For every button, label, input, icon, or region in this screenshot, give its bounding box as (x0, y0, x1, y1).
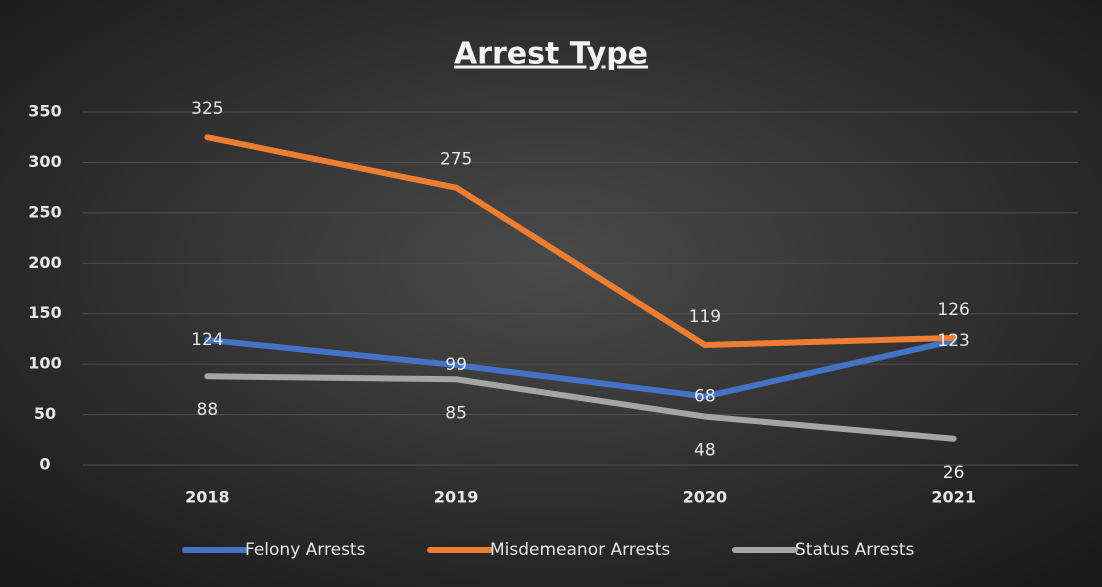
chart-title: Arrest Type (454, 37, 648, 72)
y-tick-label: 250 (28, 202, 61, 221)
y-tick-label: 50 (34, 404, 56, 423)
y-tick-label: 300 (28, 152, 61, 171)
data-label: 123 (937, 331, 969, 351)
legend-label: Felony Arrests (245, 540, 366, 560)
y-tick-label: 200 (28, 253, 61, 272)
y-tick-label: 150 (28, 303, 61, 322)
y-tick-label: 100 (28, 354, 61, 373)
data-label: 26 (943, 463, 965, 483)
data-label: 48 (694, 441, 716, 461)
legend-label: Status Arrests (795, 540, 914, 560)
data-label: 275 (440, 150, 472, 170)
data-label: 325 (191, 99, 223, 119)
data-label: 124 (191, 330, 223, 350)
data-label: 85 (445, 403, 467, 423)
data-label: 99 (445, 355, 467, 375)
x-tick-label: 2020 (683, 488, 728, 507)
data-label: 126 (937, 300, 969, 320)
data-label: 119 (689, 307, 721, 327)
x-tick-label: 2018 (185, 488, 230, 507)
y-tick-label: 0 (39, 455, 50, 474)
y-tick-label: 350 (28, 102, 61, 121)
series-line (204, 336, 957, 400)
series-line (204, 134, 957, 348)
data-label: 68 (694, 386, 716, 406)
series-line (204, 373, 957, 442)
legend-label: Misdemeanor Arrests (490, 540, 670, 560)
x-tick-label: 2019 (434, 488, 479, 507)
data-label: 88 (197, 400, 219, 420)
x-tick-label: 2021 (931, 488, 976, 507)
